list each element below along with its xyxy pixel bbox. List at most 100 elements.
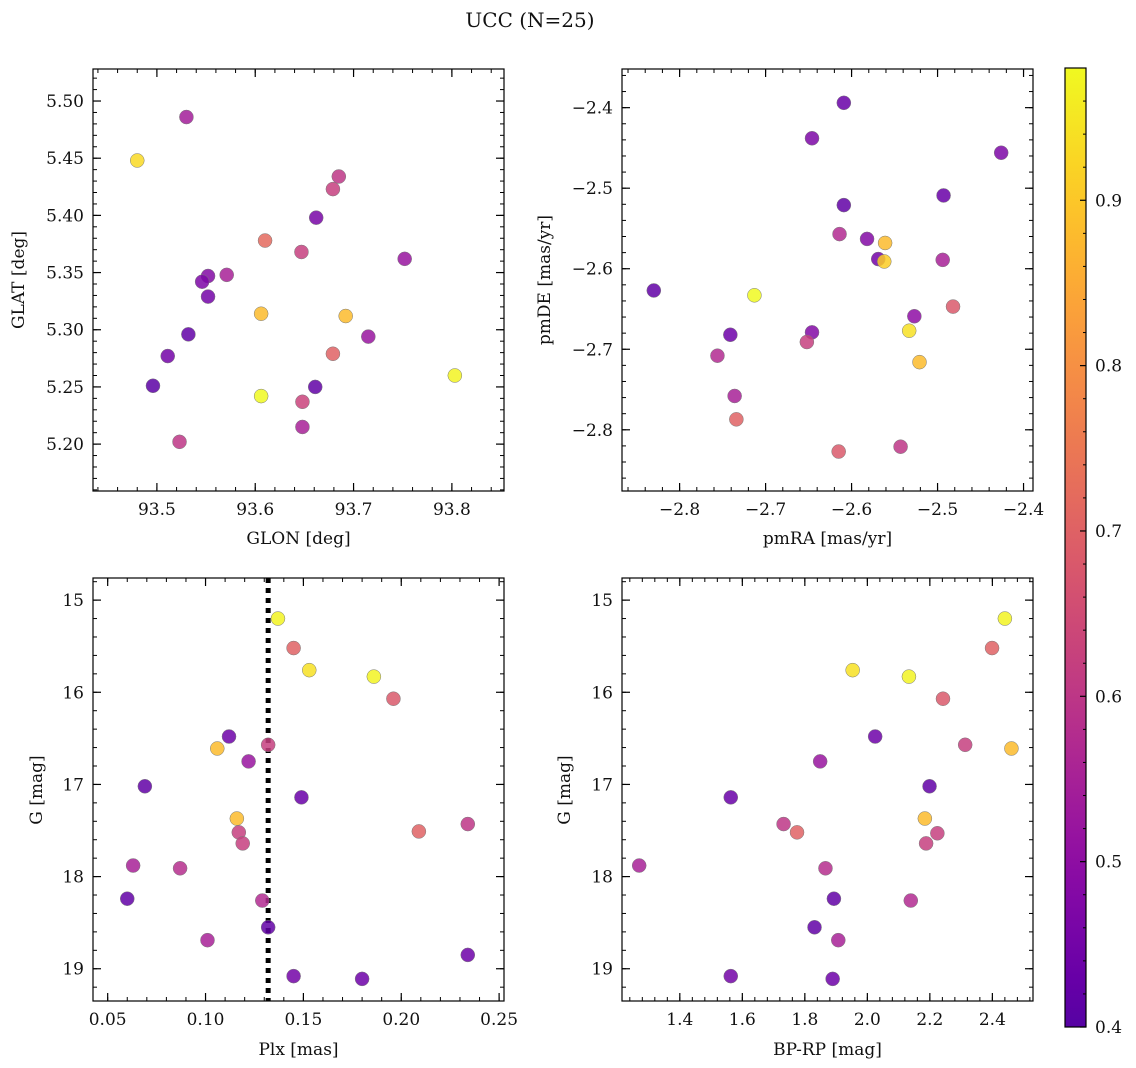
scatter-point (397, 251, 412, 267)
scatter-point (935, 252, 950, 268)
scatter-point (325, 346, 341, 362)
scatter-point (120, 891, 135, 906)
scatter-point (646, 283, 662, 298)
scatter-point (411, 824, 427, 839)
x-axis-label: BP-RP [mag] (773, 1040, 882, 1060)
scatter-point (729, 412, 744, 427)
axis-ticks: −2.8 −2.7 −2.6 −2.5 −2.4 −2.8 −2.7 −2.6 −2.5 −2.4 (572, 69, 1044, 520)
y-tick-label: −2.7 (572, 340, 613, 360)
y-tick-label: 18 (591, 868, 613, 888)
scatter-point (331, 169, 347, 184)
x-tick-label: 2.0 (854, 1010, 881, 1030)
scatter-point (172, 861, 188, 876)
x-tick-label: 0.10 (187, 1010, 225, 1030)
scatter-point (818, 861, 833, 876)
scatter-point (723, 327, 738, 343)
scatter-points (646, 95, 1009, 459)
y-tick-label: 5.30 (46, 321, 84, 341)
y-axis-label: GLAT [deg] (9, 231, 29, 329)
x-tick-label: 0.20 (382, 1010, 420, 1030)
scatter-point (710, 348, 725, 363)
scatter-point (867, 729, 883, 744)
scatter-point (194, 274, 210, 289)
scatter-point (901, 669, 917, 684)
scatter-point (727, 388, 742, 404)
plot-frame (92, 68, 505, 492)
scatter-point (286, 640, 301, 656)
panel-plx-g: 0.05 0.10 0.15 0.20 0.25 15 16 17 18 19 Plx [mas]… (27, 577, 518, 1060)
y-tick-label: 5.35 (46, 264, 84, 284)
y-tick-label: −2.8 (572, 421, 613, 441)
scatter-point (354, 971, 370, 987)
scatter-point (723, 790, 739, 805)
scatter-point (200, 932, 215, 948)
x-tick-label: 1.6 (729, 1010, 756, 1030)
scatter-point (294, 244, 309, 260)
scatter-point (338, 308, 353, 324)
x-axis-label: Plx [mas] (258, 1040, 338, 1060)
scatter-point (221, 729, 237, 744)
x-tick-label: −2.4 (1003, 500, 1044, 520)
plot-frame (621, 68, 1034, 492)
y-axis-label: G [mag] (27, 755, 47, 824)
scatter-point (270, 611, 286, 626)
scatter-point (876, 254, 892, 269)
x-tick-label: −2.6 (831, 500, 872, 520)
panel-glon-glat: 93.5 93.6 93.7 93.8 5.20 5.25 5.30 5.35 5.40 5.45… (9, 68, 505, 549)
scatter-point (804, 131, 820, 146)
x-tick-label: 1.4 (666, 1010, 693, 1030)
scatter-point (957, 737, 973, 753)
scatter-point (253, 306, 269, 321)
x-tick-label: 0.15 (284, 1010, 322, 1030)
scatter-point (831, 932, 846, 948)
scatter-point (918, 836, 934, 851)
scatter-point (935, 691, 951, 706)
scatter-point (901, 323, 917, 338)
x-tick-label: −2.7 (745, 500, 786, 520)
scatter-point (294, 790, 309, 805)
colorbar-tick-label: 0.5 (1095, 853, 1122, 873)
scatter-point (361, 329, 376, 344)
y-tick-label: 18 (62, 868, 84, 888)
scatter-point (302, 662, 317, 678)
scatter-point (826, 891, 842, 906)
colorbar-tick-label: 0.7 (1095, 522, 1122, 542)
plot-frame (92, 577, 505, 1002)
scatter-point (129, 153, 145, 168)
x-tick-label: 93.5 (138, 500, 176, 520)
scatter-point (219, 267, 234, 283)
scatter-point (460, 816, 476, 832)
colorbar-tick-label: 0.4 (1095, 1018, 1122, 1038)
scatter-point (295, 394, 310, 410)
x-tick-label: −2.8 (659, 500, 700, 520)
panel-pmra-pmde: −2.8 −2.7 −2.6 −2.5 −2.4 −2.8 −2.7 −2.6 −2.5 −2.4… (535, 68, 1044, 549)
scatter-point (137, 779, 153, 794)
y-tick-label: 5.20 (46, 435, 84, 455)
scatter-point (917, 811, 933, 826)
scatter-point (1004, 741, 1019, 756)
plot-frame (621, 577, 1034, 1002)
y-tick-label: 15 (62, 591, 84, 611)
scatter-points (129, 109, 463, 450)
figure-title: UCC (N=25) (465, 8, 594, 32)
scatter-point (325, 181, 341, 197)
scatter-point (172, 434, 187, 450)
scatter-point (776, 816, 791, 832)
scatter-point (845, 662, 860, 678)
scatter-point (125, 858, 141, 873)
scatter-point (930, 826, 945, 841)
scatter-point (366, 669, 382, 684)
axis-ticks: 93.5 93.6 93.7 93.8 5.20 5.25 5.30 5.35 5.40 5.45… (46, 69, 504, 520)
x-tick-label: −2.5 (917, 500, 958, 520)
scatter-point (386, 691, 401, 706)
scatter-point (179, 109, 194, 125)
x-tick-label: 0.25 (480, 1010, 518, 1030)
scatter-point (807, 920, 822, 935)
y-tick-label: 5.40 (46, 206, 84, 226)
scatter-point (877, 235, 893, 251)
scatter-point (936, 188, 951, 203)
colorbar-tick-label: 0.9 (1095, 191, 1122, 211)
scatter-point (799, 334, 815, 350)
scatter-point (836, 197, 852, 213)
scatter-point (997, 611, 1013, 626)
